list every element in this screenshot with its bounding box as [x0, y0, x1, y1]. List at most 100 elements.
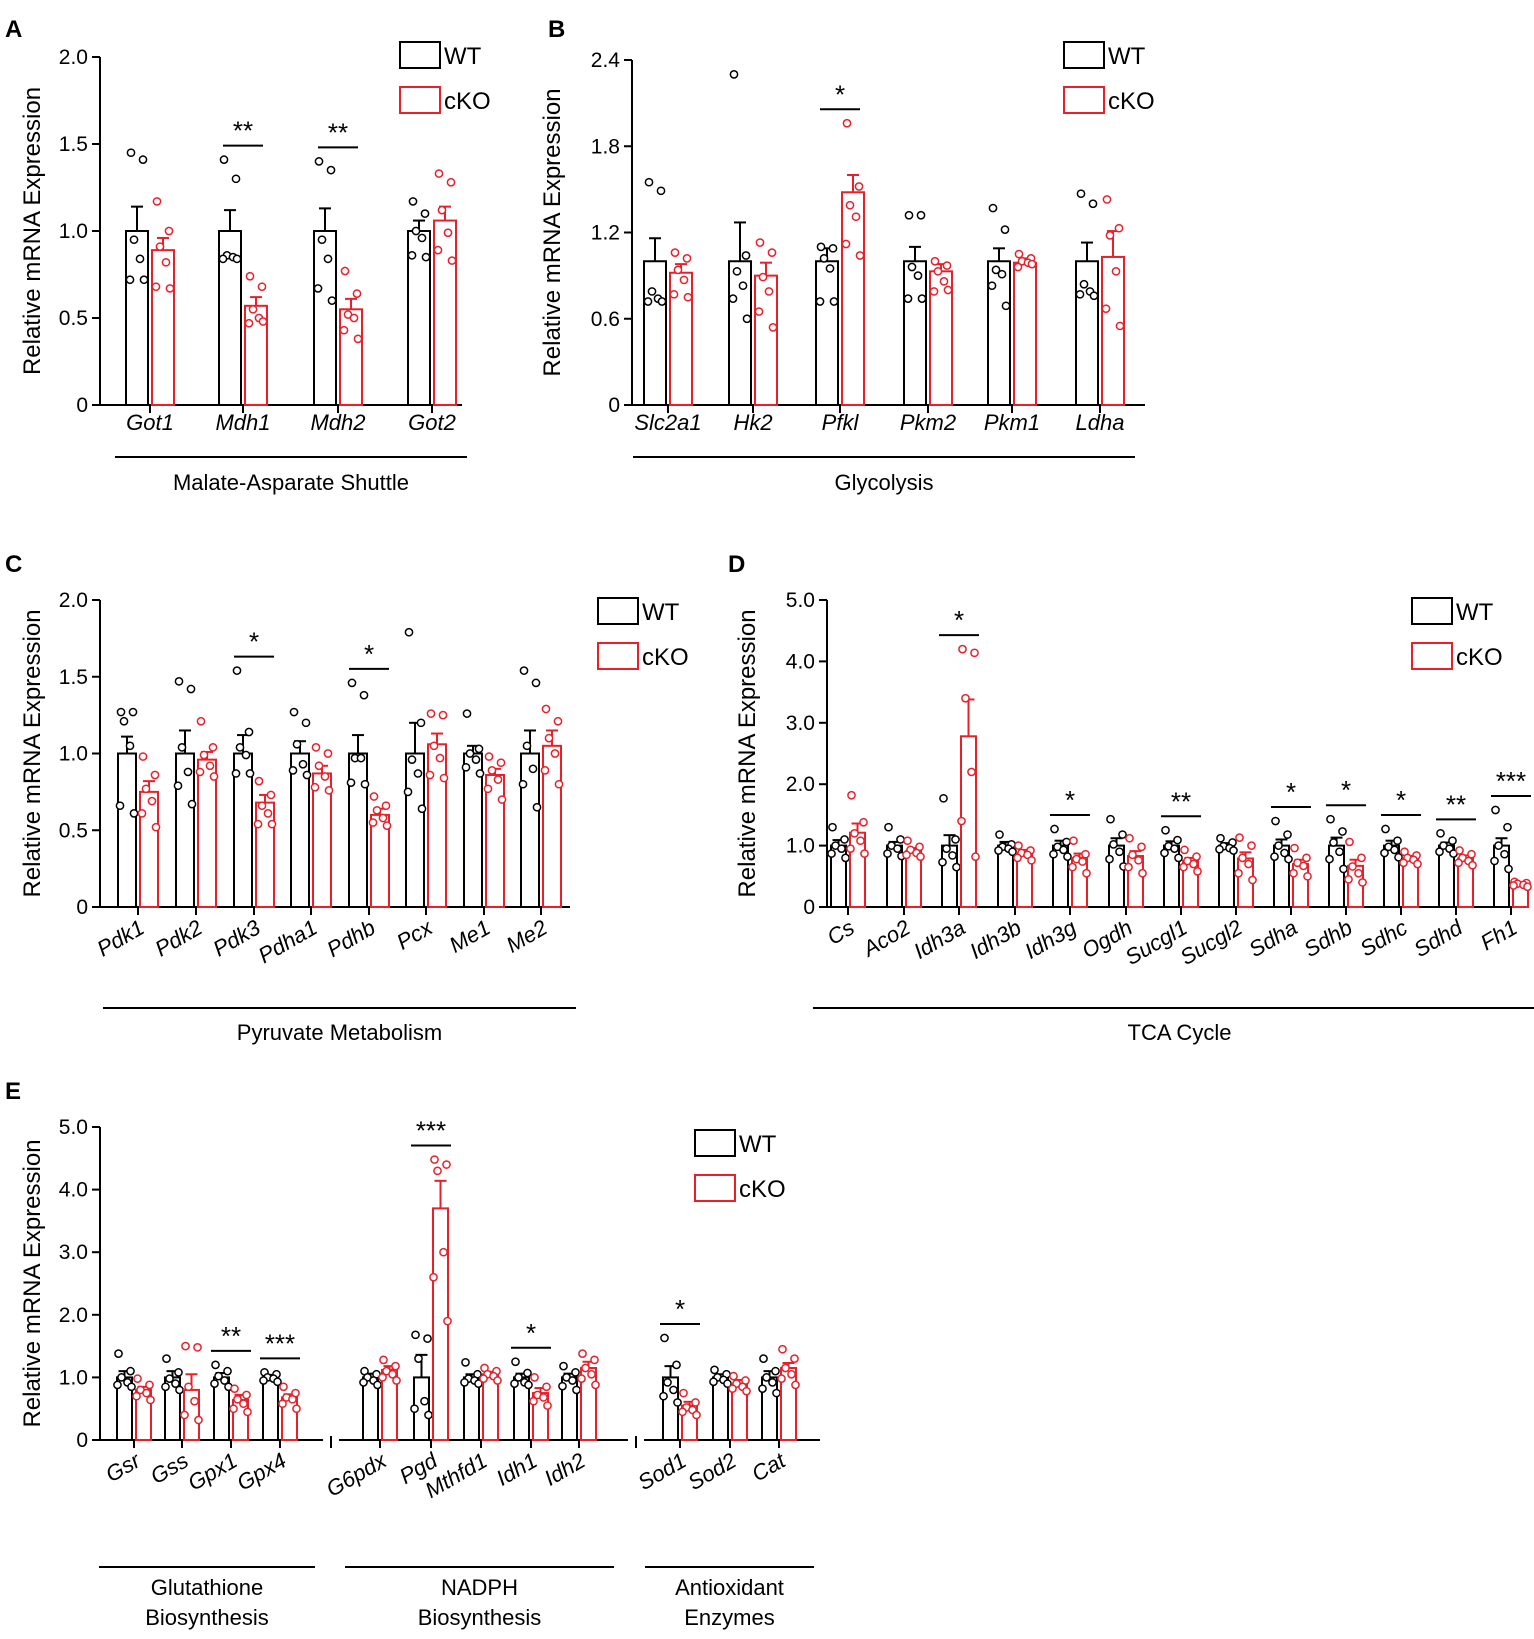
data-point-cko	[1114, 223, 1124, 233]
group-label: Pyruvate Metabolism	[237, 1020, 442, 1045]
data-point-wt	[1216, 833, 1225, 843]
data-point-cko	[903, 836, 912, 846]
data-point-cko	[443, 1316, 452, 1326]
data-point-cko	[577, 1374, 586, 1384]
data-point-cko	[758, 272, 768, 282]
legend-swatch-wt	[399, 41, 441, 69]
gene-label: Sdhc	[1356, 915, 1412, 962]
data-point-wt	[404, 627, 414, 637]
data-point-wt	[759, 1354, 768, 1363]
legend: WT cKO	[694, 1129, 786, 1203]
data-point-wt	[125, 275, 135, 285]
legend-label-cko: cKO	[642, 644, 689, 671]
data-point-cko	[1248, 875, 1257, 885]
bar-wt-pfkl	[815, 260, 839, 406]
data-point-cko	[691, 1398, 700, 1407]
gene-label: Gsr	[101, 1447, 146, 1487]
bar-wt-gpx4	[262, 1376, 279, 1442]
data-point-wt	[1381, 824, 1390, 834]
data-point-cko	[930, 256, 940, 266]
data-point-wt	[411, 226, 421, 236]
data-point-wt	[511, 1357, 520, 1367]
chart-panel-e: E Relative mRNA Expression 0 1.0 2.0 3.0 4.0 5.…	[5, 1078, 820, 1630]
data-point-cko	[590, 1355, 599, 1365]
data-point-wt	[1059, 845, 1068, 855]
significance-label: *	[526, 1318, 536, 1348]
data-point-cko	[484, 752, 494, 761]
data-point-cko	[539, 1393, 548, 1402]
significance-label: *	[954, 605, 964, 635]
data-point-cko	[958, 644, 967, 654]
data-point-wt	[475, 769, 485, 778]
data-point-cko	[267, 819, 277, 829]
legend-swatch-cko	[1411, 642, 1453, 670]
legend: WT cKO	[399, 41, 491, 115]
data-point-wt	[741, 251, 751, 260]
data-point-cko	[1081, 849, 1090, 859]
data-point-cko	[1134, 855, 1143, 865]
data-point-cko	[1303, 871, 1312, 881]
legend-swatch-cko	[399, 86, 441, 114]
gene-label: Pdk2	[151, 915, 207, 962]
gene-label: Sdhd	[1409, 914, 1467, 962]
significance-label: ***	[416, 1116, 446, 1146]
data-point-wt	[1394, 852, 1403, 862]
data-point-cko	[754, 307, 764, 316]
data-point-cko	[581, 1363, 590, 1373]
y-tick-label: 0.6	[591, 308, 620, 331]
legend: WT cKO	[1063, 41, 1155, 115]
data-point-cko	[339, 325, 349, 335]
data-point-cko	[855, 251, 865, 260]
data-point-cko	[587, 1369, 596, 1379]
data-point-cko	[850, 828, 859, 838]
y-tick-label: 5.0	[786, 589, 815, 612]
data-point-cko	[133, 1374, 142, 1384]
group-label: Enzymes	[684, 1605, 774, 1630]
data-point-cko	[239, 1399, 248, 1409]
gene-label: Aco2	[857, 915, 915, 963]
gene-label: Pdhb	[322, 915, 379, 962]
data-point-cko	[683, 292, 693, 302]
gene-label: Pkm2	[900, 410, 956, 435]
data-point-wt	[768, 1378, 777, 1387]
data-point-cko	[230, 1384, 239, 1394]
y-axis-title: Relative mRNA Expression	[19, 1139, 46, 1427]
data-point-wt	[210, 1379, 219, 1389]
data-point-wt	[644, 177, 654, 187]
data-point-cko	[382, 821, 392, 830]
data-point-wt	[709, 1377, 718, 1387]
data-point-cko	[209, 772, 219, 781]
data-point-cko	[437, 205, 447, 215]
data-point-cko	[258, 317, 268, 326]
data-point-wt	[903, 294, 913, 303]
data-point-wt	[360, 779, 370, 789]
data-point-cko	[1348, 862, 1357, 871]
panel-letter: E	[5, 1078, 21, 1105]
gene-label: Idh1	[492, 1448, 542, 1491]
data-point-cko	[161, 257, 171, 267]
data-point-cko	[1179, 862, 1188, 872]
data-point-cko	[1069, 836, 1078, 846]
data-point-wt	[522, 741, 532, 751]
data-point-cko	[426, 709, 436, 718]
data-point-wt	[1504, 864, 1513, 874]
data-point-wt	[1329, 838, 1338, 847]
y-axis-title: Relative mRNA Expression	[734, 609, 761, 897]
y-tick-label: 0	[76, 896, 88, 919]
data-point-cko	[1192, 852, 1201, 862]
data-point-cko	[942, 261, 952, 270]
data-point-wt	[1076, 189, 1086, 199]
data-point-wt	[524, 1380, 533, 1390]
data-point-cko	[902, 850, 911, 860]
data-point-cko	[433, 245, 443, 255]
gene-label: Sdhb	[1299, 915, 1356, 962]
data-point-wt	[171, 1379, 180, 1389]
data-point-wt	[987, 281, 997, 291]
data-point-cko	[446, 177, 456, 187]
data-point-cko	[791, 1380, 800, 1390]
data-point-wt	[1170, 844, 1179, 854]
gene-label: Sucgl1	[1121, 915, 1192, 970]
data-point-wt	[829, 297, 839, 306]
data-point-wt	[518, 779, 528, 789]
data-point-cko	[543, 1401, 552, 1410]
